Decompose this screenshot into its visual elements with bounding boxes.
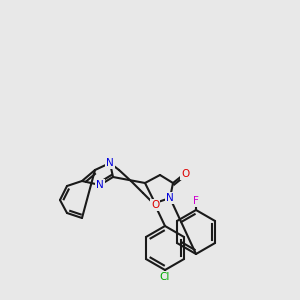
Text: N: N — [96, 180, 104, 190]
Text: N: N — [106, 158, 114, 168]
Text: N: N — [166, 193, 174, 203]
Text: Cl: Cl — [160, 272, 170, 282]
Text: O: O — [151, 200, 159, 210]
Text: F: F — [193, 196, 199, 206]
Text: O: O — [181, 169, 189, 179]
